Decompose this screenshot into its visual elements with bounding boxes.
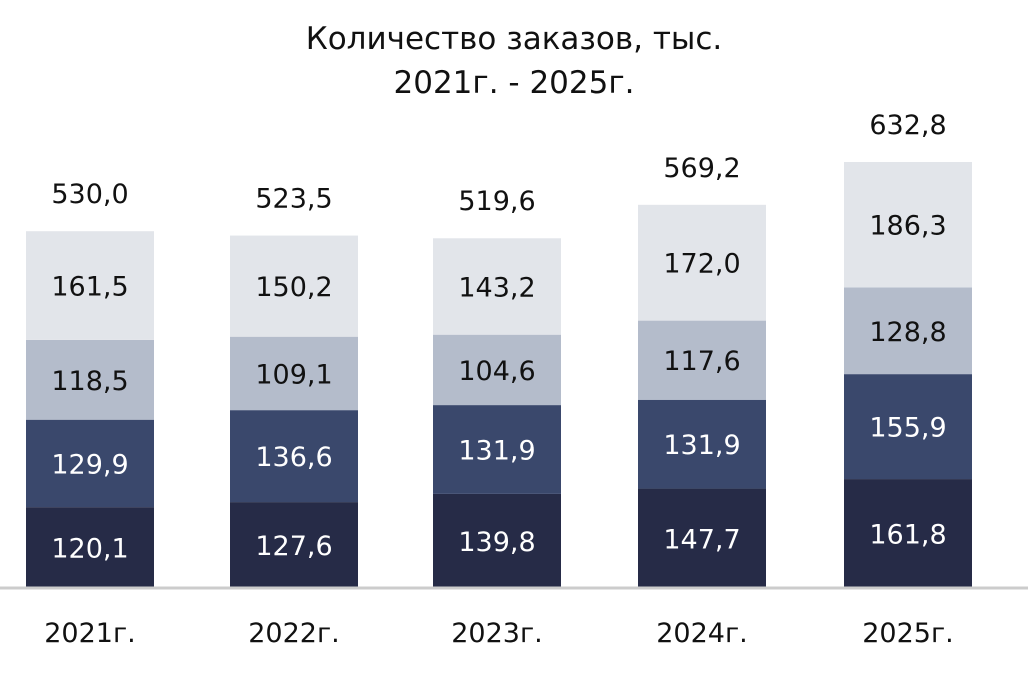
segment-value-label: 139,8	[458, 527, 535, 558]
total-value-label: 530,0	[51, 179, 128, 210]
segment-value-label: 109,1	[255, 359, 332, 390]
bar-segment	[638, 204, 766, 321]
segment-value-label: 127,6	[255, 531, 332, 562]
segment-value-label: 131,9	[663, 430, 740, 461]
total-value-label: 632,8	[869, 110, 946, 141]
segment-value-label: 155,9	[869, 413, 946, 444]
x-tick-label: 2022г.	[248, 618, 339, 649]
total-value-label: 523,5	[255, 184, 332, 215]
x-tick-label: 2021г.	[44, 618, 135, 649]
bar-segment	[844, 374, 972, 480]
segment-value-label: 150,2	[255, 272, 332, 303]
segment-value-label: 104,6	[458, 356, 535, 387]
bar-segment	[844, 479, 972, 588]
segment-value-label: 161,8	[869, 520, 946, 551]
chart-title: Количество заказов, тыс.	[305, 21, 723, 57]
bar-segment	[230, 235, 358, 337]
bar-segment	[230, 410, 358, 503]
segment-value-label: 118,5	[51, 366, 128, 397]
total-value-label: 519,6	[458, 186, 535, 217]
bar-segment	[230, 502, 358, 588]
bar-segment	[638, 399, 766, 489]
segment-value-label: 117,6	[663, 346, 740, 377]
chart-subtitle: 2021г. - 2025г.	[393, 65, 635, 101]
segment-value-label: 136,6	[255, 442, 332, 473]
segment-value-label: 147,7	[663, 524, 740, 555]
segment-value-label: 129,9	[51, 449, 128, 480]
bar-segment	[433, 334, 561, 406]
segment-value-label: 131,9	[458, 435, 535, 466]
bar-segment	[433, 238, 561, 335]
bar-segment	[26, 231, 154, 340]
segment-value-label: 186,3	[869, 211, 946, 242]
bar-segment	[26, 419, 154, 508]
x-tick-label: 2023г.	[451, 618, 542, 649]
bar-segment	[638, 488, 766, 588]
bar-segment	[26, 339, 154, 420]
bar-segment	[230, 336, 358, 411]
x-tick-label: 2025г.	[862, 618, 953, 649]
bar-segment	[844, 287, 972, 375]
bar-segment	[844, 162, 972, 288]
total-value-label: 569,2	[663, 153, 740, 184]
x-tick-label: 2024г.	[656, 618, 747, 649]
bar-segment	[433, 493, 561, 588]
segment-value-label: 172,0	[663, 249, 740, 280]
bar-segment	[26, 507, 154, 588]
bar-segment	[433, 405, 561, 494]
segment-value-label: 143,2	[458, 272, 535, 303]
segment-value-label: 128,8	[869, 317, 946, 348]
segment-value-label: 161,5	[51, 272, 128, 303]
bar-segment	[638, 320, 766, 400]
segment-value-label: 120,1	[51, 534, 128, 565]
